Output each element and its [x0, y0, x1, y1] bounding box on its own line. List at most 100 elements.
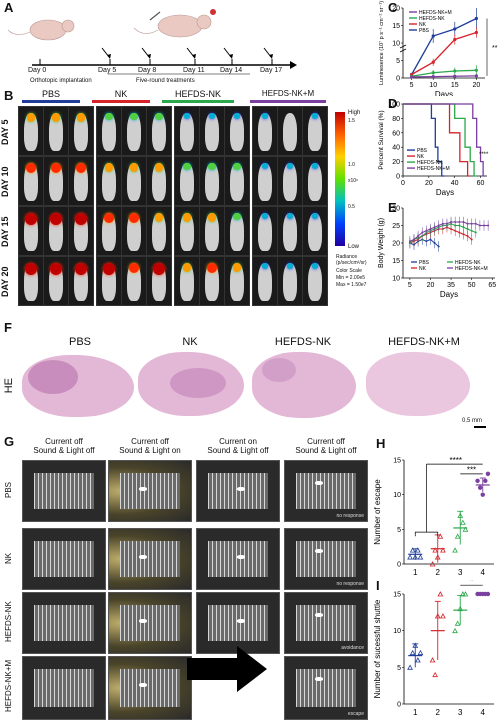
- shuttle-box-grate: [34, 473, 94, 509]
- timeline-day-label: Day 5: [98, 67, 117, 74]
- x-tick-label: 4: [481, 708, 486, 717]
- behavior-row-label: NK: [4, 552, 13, 564]
- data-point: [429, 228, 432, 230]
- legend-label: HEFDS-NK: [417, 160, 443, 166]
- data-point: [454, 221, 457, 223]
- y-tick-label: 10: [392, 276, 400, 283]
- bioluminescence-signal: [312, 163, 318, 169]
- mouse-body: [308, 163, 322, 201]
- shuttle-box-frame: [196, 460, 280, 522]
- x-axis-label: Days: [435, 90, 453, 96]
- mouse-image: [96, 156, 122, 206]
- shuttle-box-frame: [196, 592, 280, 654]
- mouse-image: [121, 206, 147, 256]
- bioluminescence-signal: [287, 263, 293, 269]
- mouse-body: [180, 263, 194, 301]
- implant-label: Orthotopic implantation: [30, 78, 92, 84]
- x-tick-label: 20: [425, 180, 433, 187]
- y-tick-label: 5: [397, 527, 401, 534]
- shuttle-box-grate: [296, 605, 356, 641]
- treatment-arrowhead: [192, 54, 196, 59]
- x-tick-label: 60: [477, 180, 485, 187]
- data-point: [429, 238, 432, 241]
- data-point: [477, 485, 483, 490]
- color-scale-line: Color Scale: [336, 268, 362, 274]
- bioluminescence-signal: [129, 163, 139, 172]
- mouse-image: [224, 256, 250, 306]
- mouse-body: [258, 263, 272, 301]
- y-axis-label: Number of sucessful shuttle: [373, 599, 382, 698]
- data-point: [425, 240, 428, 243]
- x-tick-label: 20: [472, 82, 480, 89]
- data-point: [425, 229, 428, 232]
- data-point: [474, 222, 477, 225]
- mouse-image: [121, 256, 147, 306]
- bioluminescence-signal: [103, 263, 115, 275]
- x-tick-label: 1: [413, 708, 418, 717]
- x-tick-label: 5: [408, 282, 412, 289]
- mouse-image: [252, 106, 278, 156]
- treatment-label: Five-round treatments: [136, 78, 195, 84]
- data-point: [462, 221, 465, 223]
- y-tick-label: 10: [393, 628, 401, 635]
- mouse-image: [252, 206, 278, 256]
- behavior-row-label: HEFDS-NK: [4, 601, 13, 643]
- imaging-day-label: DAY 5: [0, 119, 10, 145]
- mouse-body: [230, 263, 244, 301]
- y-tick-label: 0: [397, 562, 401, 569]
- mouse-position-marker: [139, 619, 147, 623]
- bioluminescence-signal: [25, 263, 37, 275]
- shuttle-box-frame: [108, 592, 192, 654]
- he-tumor-mass-nk: [170, 368, 226, 398]
- bioluminescence-signal: [128, 213, 140, 224]
- mouse-image: [174, 106, 200, 156]
- he-brain-section-hefds-nk-m: [366, 352, 470, 416]
- mouse-position-marker: [139, 683, 147, 687]
- y-tick-label: 40: [392, 145, 400, 152]
- significance-label: ****: [450, 456, 462, 465]
- shuttle-box-frame: [108, 656, 192, 720]
- series-line: [411, 17, 477, 75]
- colorbar-exponent: x10⁶: [348, 178, 359, 184]
- mouse-image: [18, 156, 44, 206]
- group-bracket: [414, 531, 439, 537]
- bioluminescence-signal: [233, 213, 241, 221]
- timeline-ticks: [39, 47, 273, 65]
- data-point: [437, 245, 440, 248]
- mouse-image: [146, 206, 172, 256]
- legend-label: NK: [419, 22, 427, 28]
- significance-label: *: [470, 580, 473, 586]
- mouse-image: [43, 106, 69, 156]
- data-point: [478, 224, 481, 227]
- data-point: [483, 224, 486, 227]
- data-point: [453, 27, 457, 31]
- color-scale-line: Min = 2.00e5: [336, 275, 366, 281]
- behavior-col-header: Sound & Light on: [119, 446, 181, 455]
- bioluminescence-signal: [182, 213, 192, 222]
- bioluminescence-signal: [104, 163, 114, 172]
- data-point: [454, 620, 461, 626]
- x-axis-label: Days: [440, 290, 458, 299]
- data-point: [432, 547, 439, 553]
- bioluminescence-signal: [130, 113, 138, 121]
- data-point: [458, 221, 461, 223]
- mouse-body: [205, 213, 219, 251]
- bioluminescence-signal: [25, 213, 37, 225]
- bioluminescence-signal: [262, 263, 268, 269]
- mouse-body: [127, 113, 141, 151]
- mouse-image: [302, 106, 328, 156]
- mouse-body: [258, 113, 272, 151]
- imaging-group-header: HEFDS-NK+M: [261, 89, 315, 98]
- colorbar-tick: 1.0: [348, 162, 355, 168]
- data-point: [462, 591, 469, 597]
- treatment-arrowhead: [269, 54, 273, 59]
- behavior-col-header: Current off: [45, 437, 83, 446]
- data-point: [417, 235, 420, 237]
- data-point: [483, 478, 488, 483]
- data-point: [470, 238, 473, 241]
- x-tick-label: 40: [451, 180, 459, 187]
- bioluminescence-signal: [153, 263, 165, 275]
- data-point: [487, 224, 490, 227]
- data-point: [412, 642, 419, 648]
- he-group-header: HEFDS-NK+M: [388, 336, 460, 348]
